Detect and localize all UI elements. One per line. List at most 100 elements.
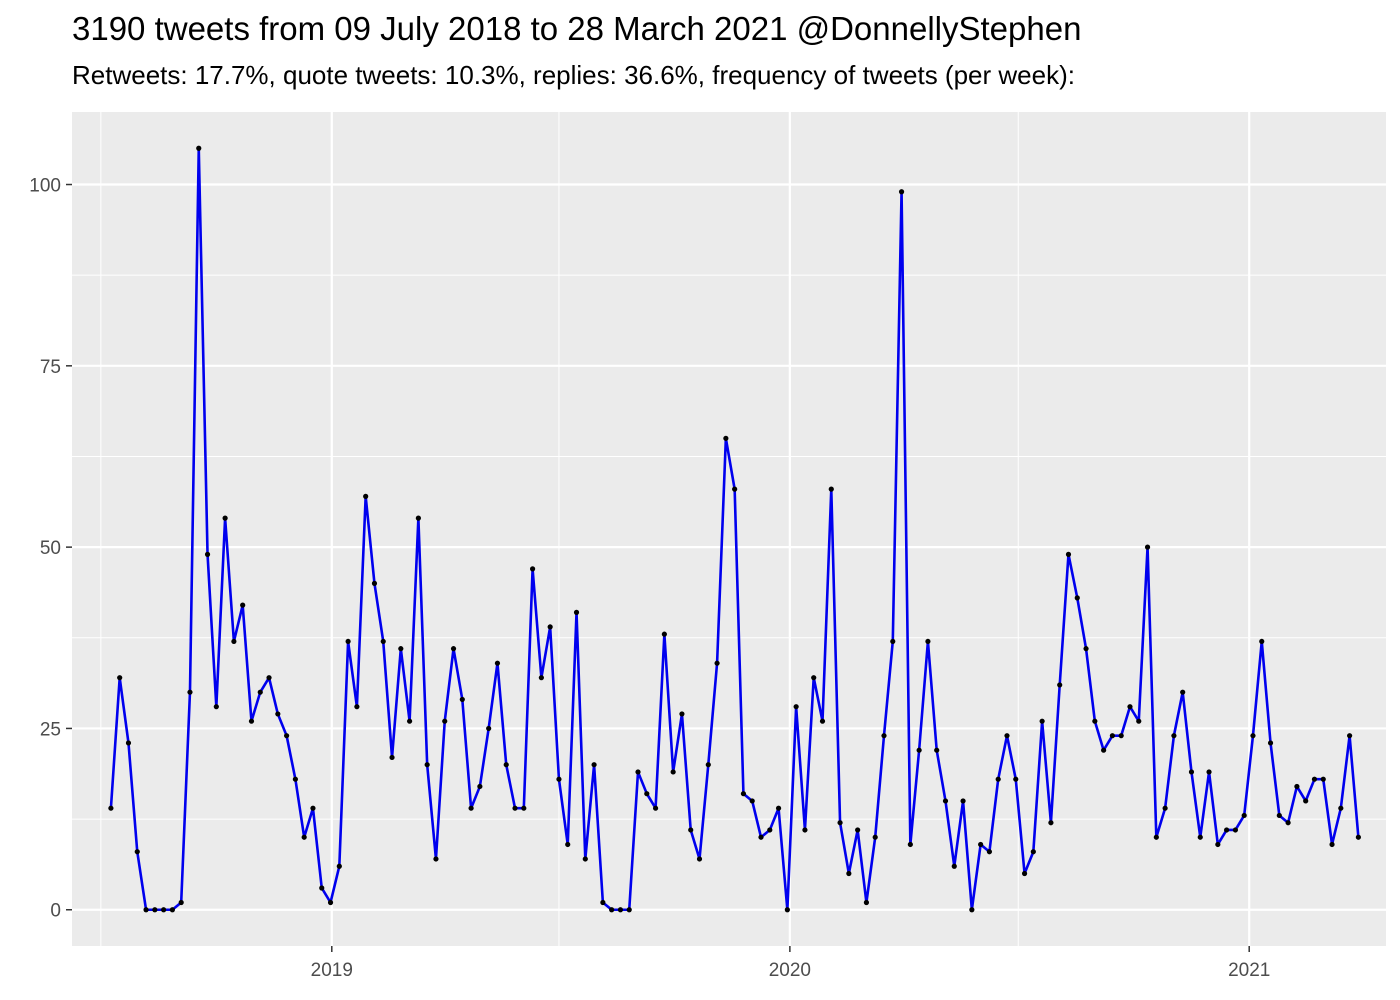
- data-point: [292, 776, 298, 782]
- data-point: [609, 907, 615, 913]
- data-point: [995, 776, 1001, 782]
- data-point: [389, 754, 395, 761]
- data-point: [767, 827, 773, 833]
- chart-title: 3190 tweets from 09 July 2018 to 28 Marc…: [72, 10, 1082, 47]
- data-point: [696, 856, 703, 862]
- data-point: [872, 834, 878, 840]
- data-point: [319, 885, 325, 891]
- data-point: [1294, 783, 1300, 790]
- data-point: [679, 711, 685, 717]
- data-point: [1303, 798, 1309, 804]
- data-point: [670, 769, 676, 775]
- data-point: [1241, 812, 1247, 819]
- data-point: [275, 711, 281, 717]
- data-point: [1101, 747, 1107, 753]
- data-point: [1144, 544, 1151, 550]
- data-point: [450, 646, 457, 652]
- data-point: [661, 631, 667, 637]
- data-point: [828, 486, 834, 492]
- data-point: [1127, 704, 1133, 710]
- data-point: [169, 907, 176, 913]
- data-point: [1329, 841, 1335, 848]
- data-point: [310, 805, 316, 811]
- data-point: [635, 769, 641, 775]
- data-point: [934, 747, 940, 753]
- y-tick-label: 25: [40, 719, 61, 740]
- data-point: [117, 675, 123, 681]
- data-point: [1092, 718, 1098, 724]
- data-point: [486, 725, 492, 732]
- data-point: [380, 638, 386, 645]
- data-point: [855, 827, 861, 833]
- data-point: [1039, 718, 1045, 724]
- chart-subtitle: Retweets: 17.7%, quote tweets: 10.3%, re…: [72, 60, 1075, 90]
- data-point: [503, 762, 509, 768]
- major-gridlines: [72, 112, 1386, 946]
- axes-group: 0 25 50 75 100 2019 2020 2021: [29, 176, 1270, 981]
- data-point: [1057, 682, 1063, 688]
- data-point: [442, 718, 448, 724]
- data-point: [143, 907, 149, 913]
- data-point: [1048, 820, 1054, 826]
- data-point: [1347, 733, 1353, 739]
- data-point: [749, 798, 755, 804]
- data-point: [529, 566, 536, 572]
- data-point: [284, 733, 290, 739]
- data-point: [978, 841, 984, 848]
- data-point: [969, 907, 975, 913]
- data-point: [204, 551, 211, 557]
- data-point: [1171, 733, 1177, 739]
- data-point: [108, 805, 114, 811]
- data-point: [196, 145, 202, 151]
- x-tick-label: 2019: [311, 960, 353, 981]
- data-point: [134, 849, 140, 855]
- data-point: [1259, 638, 1265, 645]
- data-point: [231, 638, 237, 645]
- data-point: [1267, 740, 1274, 746]
- x-tick-label: 2021: [1228, 960, 1270, 981]
- data-point: [644, 791, 650, 797]
- data-point: [652, 805, 659, 811]
- data-point: [1197, 834, 1203, 840]
- data-point: [1030, 849, 1036, 855]
- y-tick-label: 50: [40, 538, 61, 559]
- data-point: [538, 675, 544, 681]
- data-point: [723, 435, 729, 441]
- data-point: [494, 660, 501, 666]
- data-point: [802, 827, 808, 833]
- data-point: [881, 733, 887, 739]
- data-point: [591, 762, 597, 768]
- data-point: [714, 660, 720, 666]
- data-point: [626, 907, 632, 913]
- data-point: [521, 805, 527, 811]
- data-point: [248, 718, 255, 724]
- data-point: [556, 776, 562, 782]
- data-point: [1153, 834, 1159, 840]
- data-point: [1118, 733, 1124, 739]
- data-point: [1276, 812, 1282, 819]
- data-point: [942, 798, 949, 804]
- data-point: [240, 602, 246, 608]
- data-point: [925, 638, 931, 645]
- data-point: [398, 646, 404, 652]
- data-point: [187, 689, 193, 695]
- data-point: [1224, 827, 1230, 833]
- data-point: [459, 696, 465, 703]
- data-point: [819, 718, 826, 724]
- plot-panel: [72, 112, 1386, 946]
- x-tick-label: 2020: [769, 960, 811, 981]
- data-point: [916, 747, 922, 753]
- data-point: [125, 740, 132, 746]
- y-tick-label: 75: [40, 357, 61, 378]
- data-point: [1074, 595, 1080, 601]
- data-point: [257, 689, 263, 695]
- data-point: [846, 870, 852, 877]
- data-point: [1004, 733, 1010, 739]
- data-point: [1232, 827, 1238, 833]
- data-point: [811, 675, 817, 681]
- data-point: [1188, 769, 1195, 775]
- data-point: [600, 899, 606, 906]
- data-point: [371, 580, 378, 586]
- data-point: [705, 762, 711, 768]
- data-point: [477, 783, 483, 790]
